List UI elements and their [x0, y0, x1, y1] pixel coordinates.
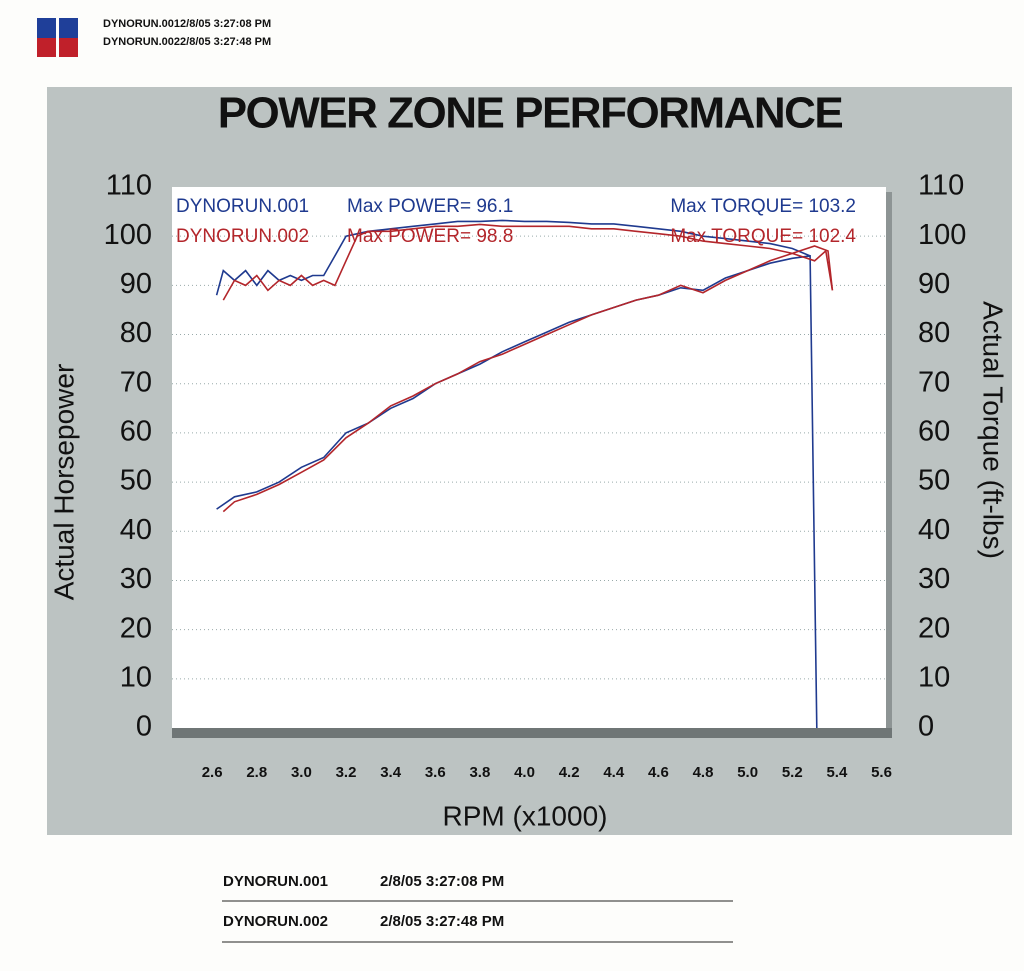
- header-icon: [37, 18, 78, 57]
- x-tick-label: 3.4: [380, 764, 402, 781]
- y-tick-label: 110: [106, 170, 152, 202]
- x-axis-label: RPM (x1000): [443, 800, 608, 831]
- horsepower-line: [222, 245, 834, 513]
- y2-tick-label: 80: [918, 317, 950, 349]
- x-tick-label: 4.2: [559, 764, 580, 781]
- torque-line: [222, 223, 834, 301]
- x-tick-label: 5.0: [737, 764, 758, 781]
- y-tick-label: 20: [120, 612, 152, 644]
- legend-run: DYNORUN.001: [176, 196, 309, 217]
- y-tick-label: 10: [120, 661, 152, 693]
- y-tick-label: 0: [136, 711, 152, 743]
- x-tick-label: 4.4: [603, 764, 625, 781]
- legend-power: Max POWER= 98.8: [347, 226, 513, 247]
- header-line: DYNORUN.0022/8/05 3:27:48 PM: [103, 36, 271, 48]
- lines: [215, 219, 834, 729]
- y-axis-label: Actual Horsepower: [48, 364, 79, 601]
- horsepower-line: [216, 254, 818, 729]
- y2-axis-label: Actual Torque (ft-lbs): [978, 301, 1009, 559]
- chart-title: POWER ZONE PERFORMANCE: [218, 89, 843, 138]
- y-tick-label: 40: [120, 514, 152, 546]
- y2-tick-label: 0: [918, 711, 934, 743]
- y2-tick-label: 30: [918, 563, 950, 595]
- header-line: DYNORUN.0012/8/05 3:27:08 PM: [103, 18, 271, 30]
- legend-torque: Max TORQUE= 103.2: [670, 196, 856, 217]
- y-tick-label: 70: [120, 366, 152, 398]
- y-tick-label: 90: [120, 268, 152, 300]
- x-tick-label: 3.8: [469, 764, 490, 781]
- x-tick-label: 4.8: [693, 764, 714, 781]
- footer-run: DYNORUN.001: [223, 873, 328, 890]
- x-tick-label: 2.8: [246, 764, 267, 781]
- y-tick-label: 30: [120, 563, 152, 595]
- plot-floor: [172, 728, 892, 738]
- y-tick-label: 50: [120, 465, 152, 497]
- x-tick-label: 5.4: [826, 764, 848, 781]
- legend-torque: Max TORQUE= 102.4: [670, 226, 856, 247]
- y2-tick-label: 70: [918, 366, 950, 398]
- plot-area: [172, 187, 886, 728]
- x-tick-label: 4.6: [648, 764, 669, 781]
- y-tick-label: 80: [120, 317, 152, 349]
- x-tick-label: 3.0: [291, 764, 312, 781]
- footer-run: DYNORUN.002: [223, 913, 328, 930]
- x-tick-label: 3.6: [425, 764, 446, 781]
- y2-tick-label: 20: [918, 612, 950, 644]
- y2-tick-label: 40: [918, 514, 950, 546]
- torque-line: [215, 219, 811, 296]
- footer-date: 2/8/05 3:27:48 PM: [380, 913, 504, 930]
- y2-tick-label: 60: [918, 416, 950, 448]
- y2-tick-label: 110: [918, 170, 964, 202]
- footer-date: 2/8/05 3:27:08 PM: [380, 873, 504, 890]
- x-tick-label: 2.6: [202, 764, 223, 781]
- x-tick-label: 3.2: [336, 764, 357, 781]
- legend-run: DYNORUN.002: [176, 226, 309, 247]
- y2-tick-label: 10: [918, 661, 950, 693]
- y2-tick-label: 90: [918, 268, 950, 300]
- x-tick-label: 5.2: [782, 764, 803, 781]
- y2-tick-label: 100: [918, 219, 966, 251]
- x-tick-label: 5.6: [871, 764, 892, 781]
- y2-tick-label: 50: [918, 465, 950, 497]
- y-tick-label: 100: [104, 219, 152, 251]
- grid: [172, 235, 886, 680]
- legend-power: Max POWER= 96.1: [347, 196, 513, 217]
- x-tick-label: 4.0: [514, 764, 535, 781]
- y-tick-label: 60: [120, 416, 152, 448]
